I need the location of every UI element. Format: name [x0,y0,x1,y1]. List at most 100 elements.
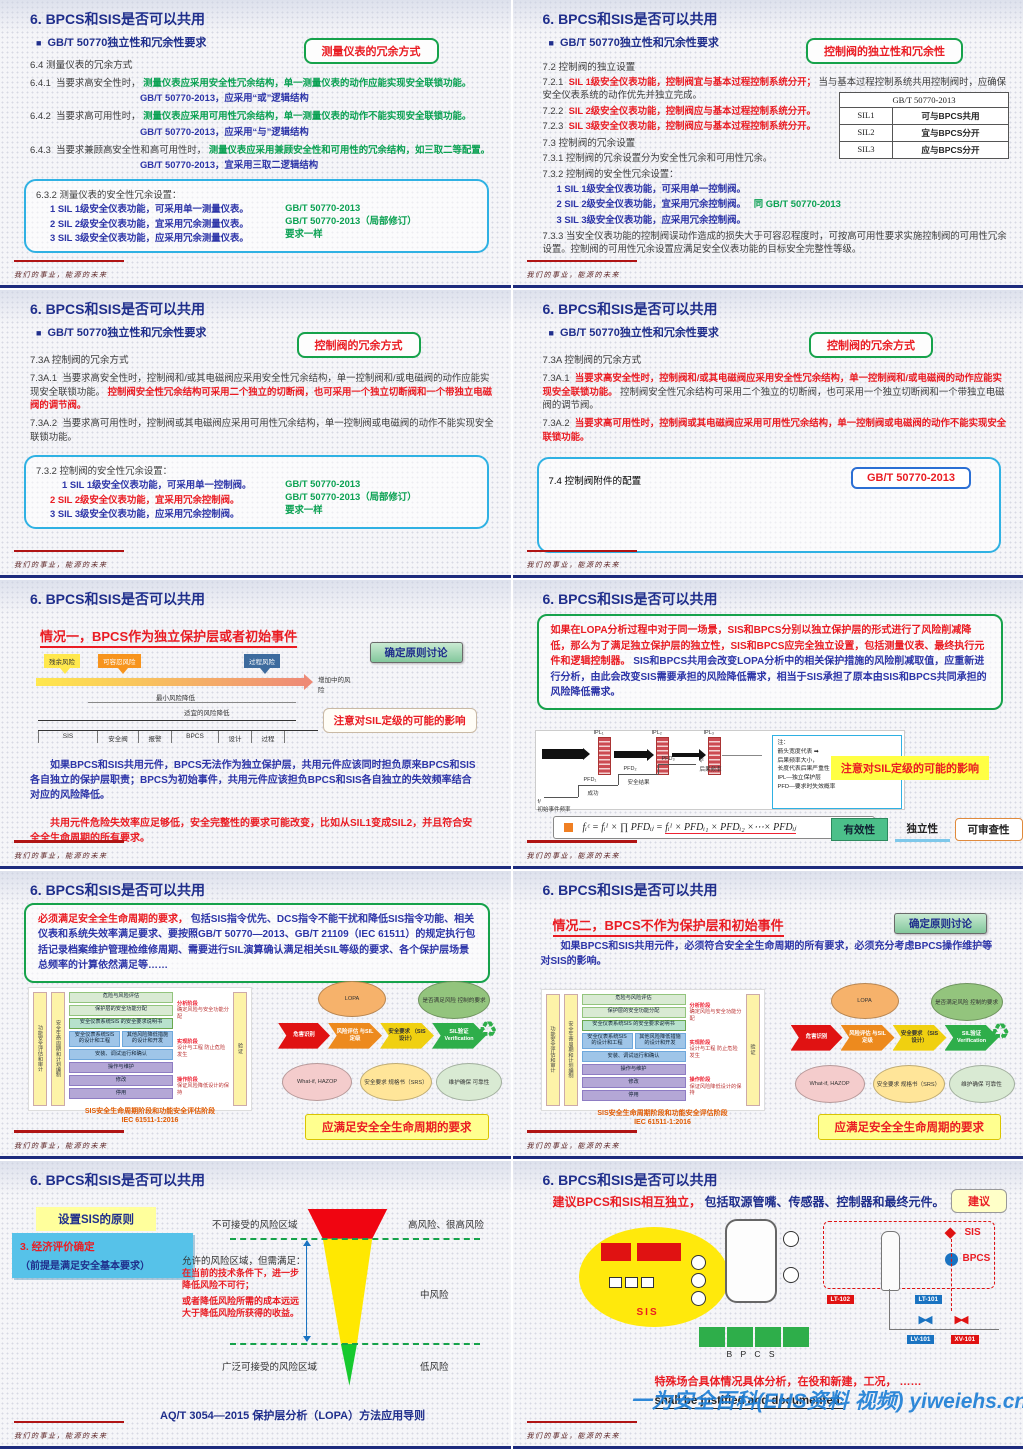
risk-reduction-diagram: 残余风险 可容忍风险 过程风险 增加中的风险 最小风险降低 适宜的风险降低 SI… [26,654,361,746]
lifecycle-plan-bar: 安全生命周期和计划编制 [51,991,65,1106]
case-2-heading: 情况二，BPCS不作为保护层和初始事件 [552,915,784,937]
phase-title: 分析阶段 [177,1000,198,1007]
sil2-row: 2 SIL 2级安全仪表功能，宜采用冗余控制阀。 同 GB/T 50770-20… [557,197,1010,210]
flow-srs: 安全仪表系统SIS 的安全要求说明书 [69,1017,173,1029]
clause-7-2-1: 7.2.1 SIL 1级安全仪表功能，控制阀宜与基本过程控制系统分开； 当与基本… [543,75,1010,102]
fsa-audit-bar: 功能安全评估和审计 [545,993,560,1106]
alarp-condition-2: 或者降低风险所需的成本远远大于降低风险所获得的收益。 [182,1295,300,1319]
segment-alarm: 报警 [138,731,171,744]
flow-hazard-risk: 危险与风险评估 [69,991,173,1003]
bullet-text: GB/T 50770独立性和冗余性要求 [559,37,719,49]
stair-riser [657,764,659,775]
point-3-subtitle: （前提是满足安全基本要求） [20,1260,150,1272]
slide-9-sis-setting-principles: 6. BPCS和SIS是否可以共用 设置SIS的原则 3. 经济评价确定 （前提… [0,1160,511,1449]
clause-requirement: SIL 2级安全仪表功能，控制阀应与基本过程控制系统分开。 [568,104,816,116]
reactor-vessel [724,1218,777,1303]
protection-layer-segments: SIS 安全阀 报警 BPCS 设计 过程 [38,730,318,744]
clause-pre: 当要求高可用性时， [56,110,141,122]
slide-title: 6. BPCS和SIS是否可以共用 [30,881,206,898]
phase-title: 操作阶段 [689,1077,711,1084]
sis-lifecycle-flowchart: 功能安全评估和审计 安全生命周期和计划编制 危险与风险评估 保护层的安全功能分配… [540,988,765,1111]
principle-badge: 确定原则讨论 [369,642,463,664]
flow-operation: 操作与维护 [69,1062,173,1074]
effectiveness-tag: 有效性 [830,818,888,842]
shutdown-valve-icon: ▶◀ [954,1313,969,1326]
flow-other-measures: 其他风险降低措施 的设计和开发 [634,1032,686,1050]
sil2-text: 2 SIL 2级安全仪表功能，宜采用冗余控制阀。 [556,198,746,210]
table-header: GB/T 50770-2013 [892,95,956,105]
clause-7-3a-1: 7.3A.1 当要求高安全性时，控制阀和/或其电磁阀应采用安全性冗余结构，单一控… [543,371,1010,411]
orange-square-icon [563,823,573,833]
tag-xv-101: XV-101 [950,1334,980,1344]
clause-7-3a: 7.3A 控制阀的冗余方式 [30,355,129,367]
recycle-icon: ♻ [990,1018,1011,1044]
clause-7-3a-2: 7.3A.2 当要求高可用性时，控制阀或其电磁阀应采用可用性冗余结构，单一控制阀… [30,416,497,443]
phase-desc: 设计与工程 防止危险发生 [689,1046,738,1059]
clause-7-2-3: 7.2.3 SIL 3级安全仪表功能，控制阀应与基本过程控制系统分开。 [543,119,843,132]
ipl-bar-2 [655,737,669,776]
heading-red: 建议BPCS和SIS相互独立， [552,1194,702,1209]
recommendation-heading: 建议BPCS和SIS相互独立， 包括取源管嘴、传感器、控制器和最终元件。 [553,1193,945,1210]
slide-7-safety-lifecycle-requirements: 6. BPCS和SIS是否可以共用 必须满足安全全生命周期的要求， 包括SIS指… [0,870,511,1159]
sil3-row: 3 SIL 3级安全仪表功能，应采用冗余控制阀。 [50,508,240,520]
bullet-text: GB/T 50770独立性和冗余性要求 [47,327,207,340]
srs-chevron: 安全要求 （SIS设计） [892,1024,947,1051]
gb-note-6-4-3: GB/T 50770-2013，宜采用三取二逻辑结构 [140,159,319,171]
box-heading: 7.3.2 控制阀的安全性冗余设置： [36,464,172,476]
note-line: 箭头宽度代表 ➡ [778,748,896,757]
clause-7-3a-2: 7.3A.2 当要求高可用性时，控制阀或其电磁阀应采用可用性冗余结构，单一控制阀… [543,416,1010,443]
topic-badge: 控制阀的独立性和冗余性 [806,38,963,64]
footer-slogan: 我们的事业，能源的未来 [526,1433,620,1440]
topic-badge: 测量仪表的冗余方式 [303,38,439,64]
slide-footer: 我们的事业，能源的未来 [14,1420,124,1444]
bpcs-cell [726,1326,753,1347]
gb-comparison-note: GB/T 50770-2013 GB/T 50770-2013（局部修订） 要求… [285,187,476,245]
sil-settings-box: 6.3.2 测量仪表的安全性冗余设置： 1 SIL 1级安全仪表功能，可采用单一… [24,179,489,254]
sis-module [640,1276,654,1288]
min-risk-reduction-label: 最小风险降低 [156,695,195,703]
flow-modification: 修改 [69,1075,173,1087]
srs-chevron: 安全要求 （SIS设计） [380,1022,434,1049]
clause-body: 当要求高安全性时，控制阀和/或其电磁阀应采用安全性冗余结构，单一控制阀和/或电磁… [30,372,490,397]
broadly-acceptable-label: 广泛可接受的风险区域 [222,1361,318,1373]
sis-controller-block [600,1242,631,1261]
clause-7-3a: 7.3A 控制阀的冗余方式 [542,355,642,367]
section-bullet: ■ GB/T 50770独立性和冗余性要求 [549,324,1008,340]
phase-desc: 设计与工程 防止危险发生 [177,1045,226,1058]
sil2-row: 2 SIL 2级安全仪表功能，宜采用冗余测量仪表。 [50,217,249,229]
topic-badge: 控制阀的冗余方式 [296,332,421,359]
segment-process: 过程 [251,731,285,744]
slide-footer: 我们的事业，能源的未来 [526,259,637,283]
slide-5-case-1-bpcs-as-ipl: 6. BPCS和SIS是否可以共用 情况一，BPCS作为独立保护层或者初始事件 … [0,580,511,869]
note-line-2: GB/T 50770-2013（局部修订） [285,491,417,503]
clause-requirement: 测量仪表应采用安全性冗余结构，单一测量仪表的动作应能实现安全联锁功能。 [143,77,472,88]
principle-badge: 确定原则讨论 [894,912,987,934]
footer-rule [526,1420,637,1423]
realization-phase: 实现阶段 设计与工程 防止危险发生 [690,1040,742,1060]
arrow-down-icon [118,668,128,675]
ipl3-label: IPL₃ [703,730,715,737]
hazop-cloud: What-if, HAZOP [794,1064,865,1103]
topic-badge: 控制阀的冗余方式 [809,332,933,359]
special-case-note: 特殊场合具体情况具体分析，在役和新建，工况， …… [654,1375,922,1388]
analysis-phase: 分析阶段 确定风险与安全功能分配 [690,1003,742,1023]
flow-design-row: 安全仪表系统SIS 的设计和工程 其他风险降低措施 的设计和开发 [69,1030,173,1048]
slide-footer: 我们的事业，能源的未来 [526,1130,637,1153]
statement-red: 如果在LOPA分析过程中对于同一场景，SIS和BPCS分别以独立保护层的形式进行… [550,625,985,668]
footer-rule [14,549,124,553]
sil-level-cell: SIL2 [840,125,893,141]
clause-7-3a-1: 7.3A.1 当要求高安全性时，控制阀和/或其电磁阀应采用安全性冗余结构，单一控… [30,371,497,411]
event-arrow-icon [671,753,700,758]
flow-sis-design: 安全仪表系统SIS 的设计和工程 [69,1030,120,1048]
slide-title: 6. BPCS和SIS是否可以共用 [542,591,718,608]
sis-diamond-icon: ◆ [944,1223,957,1241]
risk-assess-chevron: 风险评估 与SIL定级 [840,1024,895,1051]
initial-freq-symbol: fᵢᴵ [537,799,541,806]
risk-axis-bar [36,678,304,687]
clause-num: 7.3A.1 [542,372,570,384]
note-line-1: GB/T 50770-2013 [285,202,361,214]
sis-label: SIS [964,1226,981,1238]
recommendation-badge: 建议 [951,1188,1007,1213]
success-label: 成功 [587,791,599,798]
clause-requirement: 测量仪表应采用可用性冗余结构，单一测量仪表的动作不能实现安全联锁功能。 [143,110,472,122]
